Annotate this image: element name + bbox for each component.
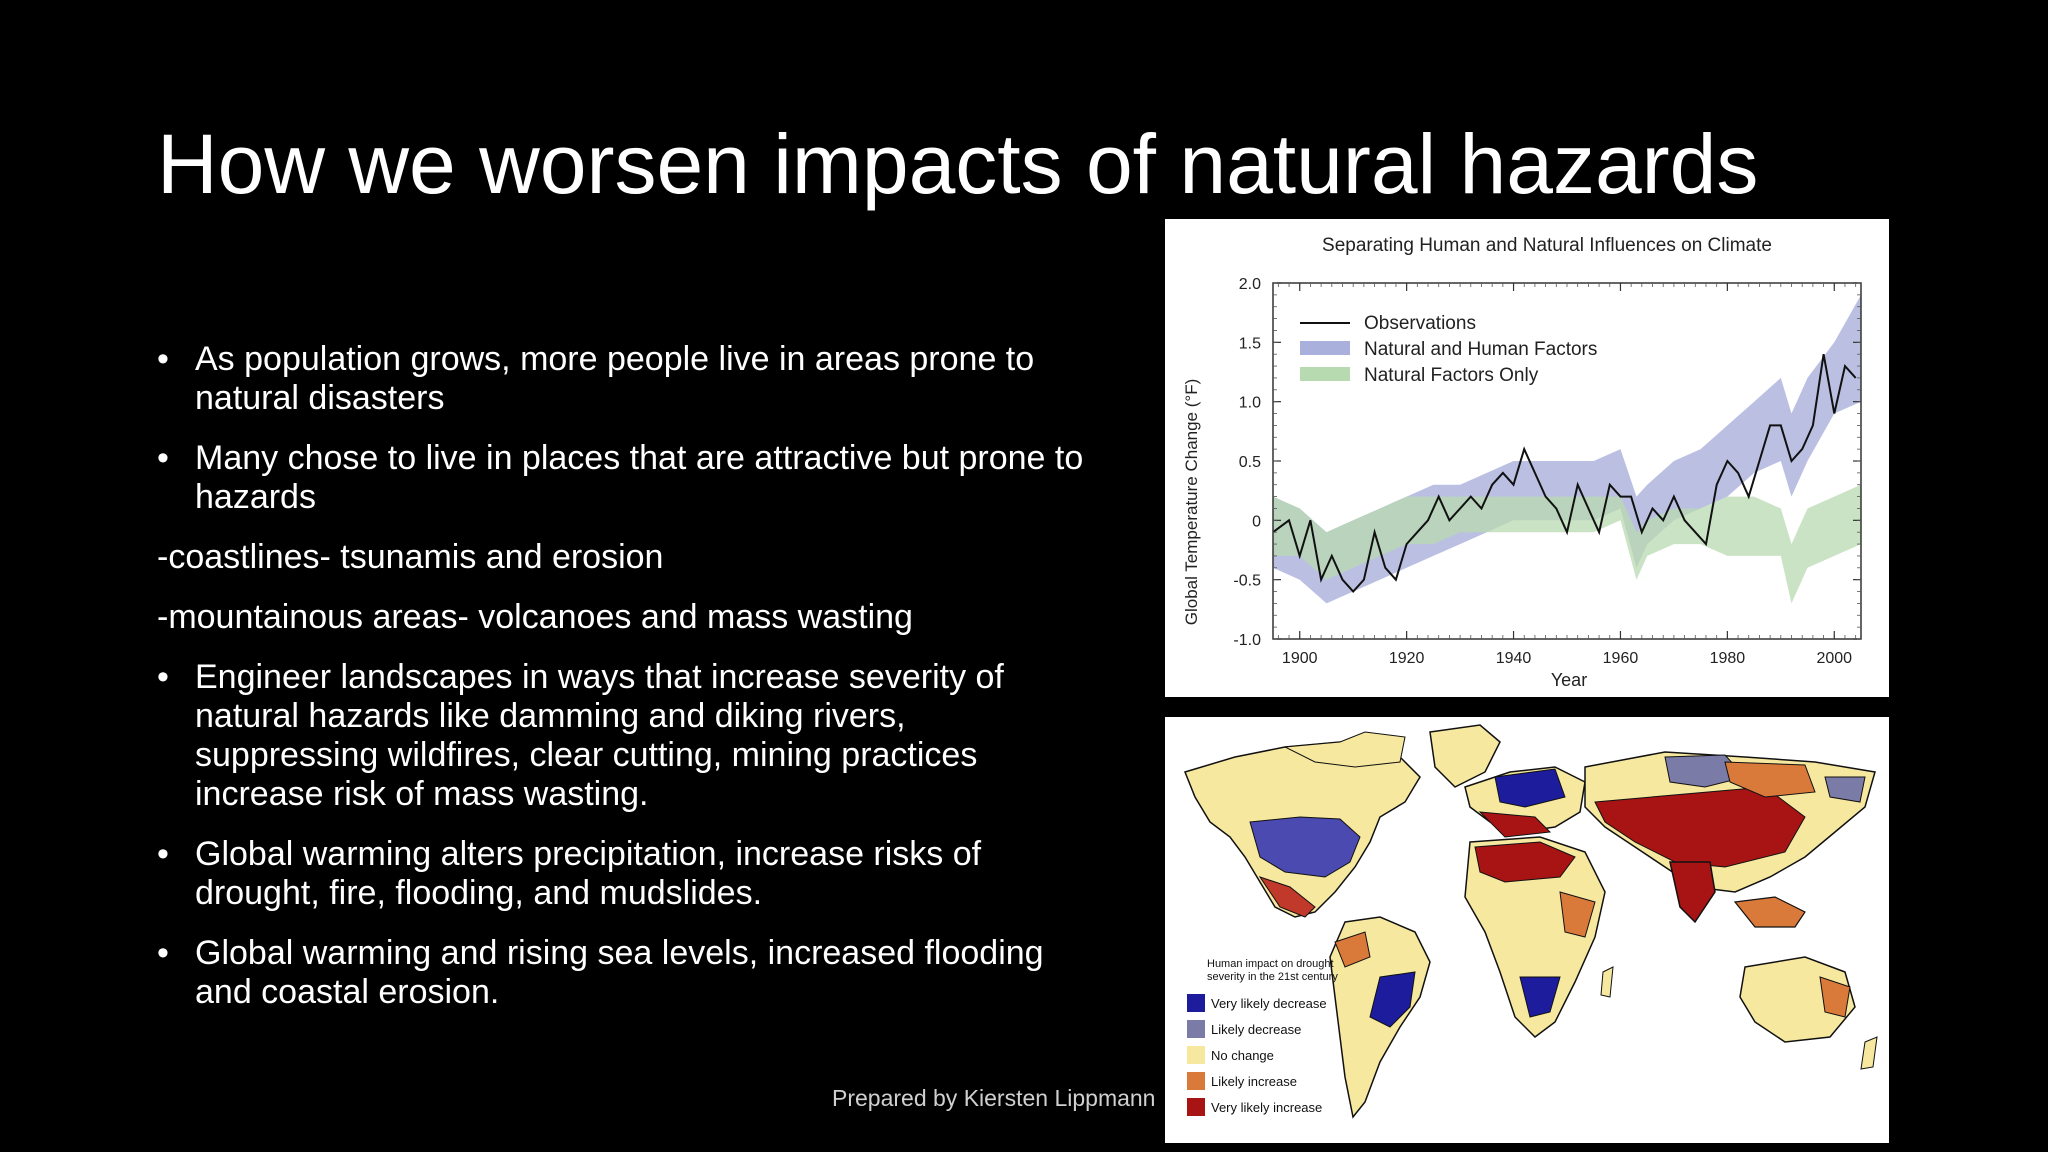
- bullet-text: Engineer landscapes in ways that increas…: [195, 658, 1004, 813]
- legend-key-natural-human: [1300, 341, 1350, 355]
- chart-title: Separating Human and Natural Influences …: [1322, 235, 1772, 256]
- map-new-zealand: [1860, 1036, 1878, 1070]
- drought-map: Human impact on drought severity in the …: [1165, 717, 1889, 1143]
- bullet-text: As population grows, more people live in…: [195, 340, 1035, 417]
- map-legend-item: Very likely increase: [1187, 1098, 1322, 1116]
- legend-label-observations: Observations: [1364, 313, 1476, 334]
- y-tick-label: 2.0: [1239, 276, 1261, 293]
- y-tick-label: -1.0: [1233, 632, 1261, 649]
- map-legend-item: Likely increase: [1187, 1072, 1297, 1090]
- map-australia: [1739, 956, 1856, 1043]
- legend-label: Likely decrease: [1211, 1021, 1302, 1037]
- map-legend-title: Human impact on drought severity in the …: [1207, 958, 1338, 983]
- map-east-asia-decrease: [1824, 776, 1866, 803]
- chart-svg: Separating Human and Natural Influences …: [1182, 235, 1862, 690]
- legend-swatch: [1187, 1020, 1205, 1038]
- bullet-marker: •: [157, 934, 169, 972]
- bullet-marker: •: [157, 439, 169, 477]
- legend-label-natural-human: Natural and Human Factors: [1364, 339, 1597, 360]
- legend-label-natural-only: Natural Factors Only: [1364, 365, 1539, 386]
- map-us-decrease: [1249, 816, 1361, 878]
- bullet-item: • Global warming alters precipitation, in…: [157, 835, 1097, 913]
- legend-swatch: [1187, 994, 1205, 1012]
- map-south-europe-increase: [1478, 811, 1552, 838]
- map-legend-item: No change: [1187, 1046, 1274, 1064]
- legend-label: Very likely increase: [1211, 1099, 1323, 1115]
- sub-item: -mountainous areas- volcanoes and mass w…: [157, 598, 913, 636]
- temperature-chart: Separating Human and Natural Influences …: [1165, 219, 1889, 697]
- map-east-africa-increase: [1559, 891, 1596, 938]
- sub-item: -coastlines- tsunamis and erosion: [157, 538, 664, 576]
- slide-title: How we worsen impacts of natural hazards: [157, 117, 1759, 211]
- map-mexico-increase: [1258, 876, 1316, 918]
- x-tick-label: 1920: [1389, 650, 1425, 667]
- map-south-africa-decrease: [1519, 976, 1561, 1018]
- world-map-svg: Human impact on drought severity in the …: [1183, 724, 1878, 1119]
- map-legend-item: Very likely decrease: [1187, 994, 1327, 1012]
- legend-key-natural-only: [1300, 367, 1350, 381]
- map-siberia-increase: [1724, 761, 1816, 798]
- y-tick-label: -0.5: [1233, 573, 1261, 590]
- bullet-text: Global warming and rising sea levels, in…: [195, 934, 1044, 1011]
- x-tick-label: 1960: [1603, 650, 1639, 667]
- x-tick-label: 1940: [1496, 650, 1532, 667]
- map-legend-item: Likely decrease: [1187, 1020, 1301, 1038]
- bullet-marker: •: [157, 340, 169, 378]
- map-canada-north: [1283, 731, 1406, 768]
- map-brazil-decrease: [1369, 971, 1416, 1028]
- map-india: [1669, 861, 1716, 924]
- map-greenland: [1429, 724, 1501, 788]
- legend-swatch: [1187, 1046, 1205, 1064]
- y-tick-label: 1.0: [1239, 395, 1261, 412]
- map-east-australia-increase: [1819, 976, 1851, 1018]
- bullet-item: • Global warming and rising sea levels, i…: [157, 934, 1097, 1012]
- x-tick-label: 1900: [1282, 650, 1318, 667]
- map-north-europe-decrease: [1494, 768, 1566, 808]
- plot-area: -1.0 -0.5 0 0.5 1.0 1.5 2.0 1900 1920 1940 1960 198…: [1233, 276, 1862, 667]
- y-tick-label: 0: [1252, 513, 1261, 530]
- series-band-natural-only: [1273, 484, 1861, 604]
- bullet-text: Many chose to live in places that are at…: [195, 439, 1084, 516]
- y-tick-label: 1.5: [1239, 335, 1261, 352]
- x-axis-label: Year: [1551, 670, 1587, 690]
- legend-swatch: [1187, 1098, 1205, 1116]
- legend-label: Likely increase: [1211, 1073, 1297, 1089]
- map-central-asia-increase: [1594, 786, 1806, 868]
- slide-body: • As population grows, more people live i…: [157, 340, 1097, 1033]
- x-tick-label: 1980: [1710, 650, 1746, 667]
- map-north-africa-increase: [1474, 841, 1576, 883]
- series-line-observations: [1272, 354, 1857, 593]
- map-sa-increase: [1334, 931, 1371, 968]
- x-tick-label: 2000: [1816, 650, 1852, 667]
- slide-footer: Prepared by Kiersten Lippmann: [832, 1085, 1156, 1111]
- bullet-item: • Many chose to live in places that are a…: [157, 439, 1097, 517]
- bullet-text: Global warming alters precipitation, inc…: [195, 835, 982, 912]
- bullet-marker: •: [157, 658, 169, 696]
- bullet-marker: •: [157, 835, 169, 873]
- map-africa: [1464, 836, 1606, 1038]
- y-tick-label: 0.5: [1239, 454, 1261, 471]
- legend-label: No change: [1211, 1047, 1274, 1063]
- bullet-item: • Engineer landscapes in ways that increa…: [157, 658, 1097, 814]
- legend-label: Very likely decrease: [1211, 995, 1327, 1011]
- bullet-item: • As population grows, more people live i…: [157, 340, 1097, 418]
- map-madagascar: [1600, 966, 1614, 998]
- legend-swatch: [1187, 1072, 1205, 1090]
- map-southeast-asia: [1733, 896, 1806, 928]
- y-axis-label: Global Temperature Change (°F): [1182, 379, 1201, 626]
